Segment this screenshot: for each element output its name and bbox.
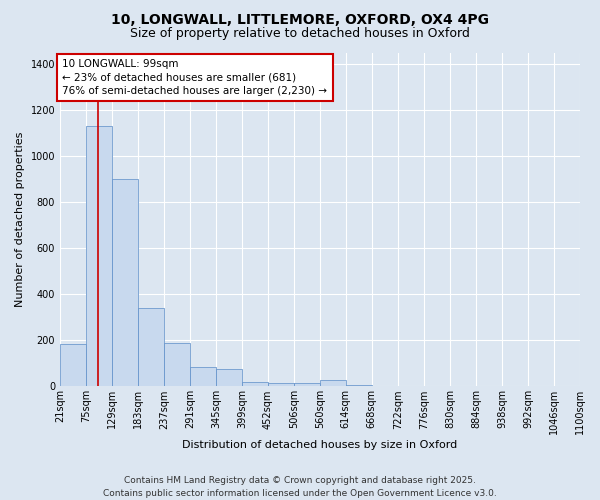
Bar	[164, 342, 190, 386]
Bar	[216, 369, 242, 386]
Bar	[138, 308, 164, 386]
Y-axis label: Number of detached properties: Number of detached properties	[15, 132, 25, 307]
Bar	[112, 179, 138, 386]
Bar	[294, 383, 320, 386]
Bar	[268, 383, 294, 386]
Bar	[242, 382, 268, 386]
Bar	[190, 367, 216, 386]
Bar	[86, 126, 112, 386]
Text: Size of property relative to detached houses in Oxford: Size of property relative to detached ho…	[130, 28, 470, 40]
Text: 10 LONGWALL: 99sqm
← 23% of detached houses are smaller (681)
76% of semi-detach: 10 LONGWALL: 99sqm ← 23% of detached hou…	[62, 60, 328, 96]
Text: 10, LONGWALL, LITTLEMORE, OXFORD, OX4 4PG: 10, LONGWALL, LITTLEMORE, OXFORD, OX4 4P…	[111, 12, 489, 26]
Text: Contains HM Land Registry data © Crown copyright and database right 2025.
Contai: Contains HM Land Registry data © Crown c…	[103, 476, 497, 498]
Bar	[320, 380, 346, 386]
Bar	[60, 344, 86, 387]
X-axis label: Distribution of detached houses by size in Oxford: Distribution of detached houses by size …	[182, 440, 458, 450]
